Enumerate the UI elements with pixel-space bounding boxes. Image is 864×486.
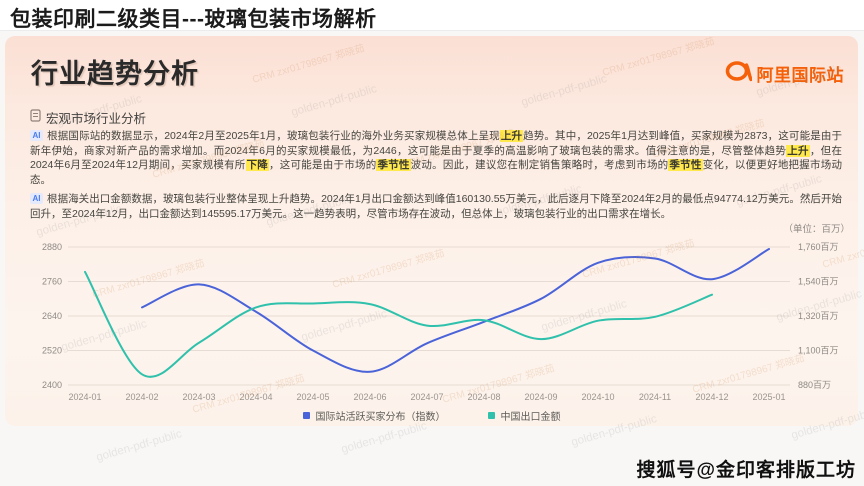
slide-heading: 行业趋势分析 [31,59,199,89]
right-axis-tick: 1,540百万 [798,277,839,287]
x-axis-tick: 2024-03 [182,392,215,402]
brand-logo-text: 阿里国际站 [756,66,844,85]
left-axis-tick: 2520 [42,346,62,356]
x-axis-tick: 2024-10 [581,392,614,402]
section-label: 宏观市场行业分析 [46,112,147,126]
x-axis-tick: 2024-06 [353,392,386,402]
highlighted-text: 季节性 [376,159,411,172]
series-line-1 [84,270,713,378]
highlighted-text: 季节性 [668,159,703,172]
slide-card: 行业趋势分析 阿里国际站 宏观市场行业分析 AI 根据国际站的数据显示，2024年… [5,36,858,426]
left-axis-tick: 2880 [42,242,62,252]
x-axis-tick: 2024-07 [410,392,443,402]
left-axis-tick: 2400 [42,380,62,390]
left-axis-tick: 2640 [42,311,62,321]
x-axis-tick: 2024-11 [639,392,671,402]
unit-label: （单位：百万） [783,223,850,235]
highlighted-text: 上升 [499,130,524,142]
highlighted-text: 下降 [245,159,270,172]
right-axis-tick: 1,100百万 [798,346,839,356]
alibaba-icon [725,60,753,87]
legend-label: 国际站活跃买家分布（指数） [315,412,446,423]
right-axis-tick: 1,760百万 [798,242,839,252]
left-axis-tick: 2760 [42,277,62,287]
highlighted-text: 上升 [786,144,810,157]
ai-badge: AI [30,193,43,205]
x-axis-tick: 2024-12 [695,392,728,402]
x-axis-tick: 2024-02 [125,392,158,402]
legend-label: 中国出口金额 [500,412,561,423]
legend-item-0: 国际站活跃买家分布（指数） [302,408,446,423]
ai-paragraphs: AI 根据国际站的数据显示，2024年2月至2025年1月，玻璃包装行业的海外业务… [30,129,842,227]
paragraph-text: 波动。因此，建议您在制定销售策略时，考虑到市场的 [410,159,669,172]
legend-item-1: 中国出口金额 [487,408,561,423]
paragraph-text: 根据国际站的数据显示，2024年2月至2025年1月，玻璃包装行业的海外业务买家… [47,130,500,142]
x-axis-tick: 2024-08 [467,392,500,402]
series-line-0 [141,248,770,373]
publisher-stamp: 搜狐号@金印客排版工坊 [636,460,856,481]
page-title-bar: 包装印刷二级类目---玻璃包装市场解析 [0,0,864,31]
section-header: 宏观市场行业分析 [30,108,146,127]
x-axis-tick: 2024-05 [296,392,329,402]
trend-chart: 2880 1,760百万 2760 1,540百万 2640 1,320百万 2520 1,1… [42,223,850,402]
x-axis-tick: 2025-01 [752,392,785,402]
paragraph-text: 趋势。其中，2025年1月达到峰值，买家规模为2873，这可能是由于新年伊始，商… [30,130,842,157]
paragraph-text: 根据海关出口金额数据，玻璃包装行业整体呈现上升趋势。2024年1月出口金额达到峰… [30,193,842,220]
paragraph-text: 变化，以便更好地把握市场动态。 [30,159,843,186]
right-axis-tick: 1,320百万 [798,311,839,321]
chart-legend: 国际站活跃买家分布（指数） 中国出口金额 [5,408,858,423]
page-title: 包装印刷二级类目---玻璃包装市场解析 [10,8,377,31]
right-axis-tick: 880百万 [798,380,831,390]
document-icon [30,108,41,127]
watermark-golden: golden-pdf-public [95,428,184,464]
legend-swatch [302,412,310,419]
ai-paragraph-1: AI 根据国际站的数据显示，2024年2月至2025年1月，玻璃包装行业的海外业务… [30,129,842,187]
legend-swatch [487,412,495,419]
x-axis-tick: 2024-04 [239,392,272,402]
brand-logo: 阿里国际站 [725,60,845,87]
x-axis-tick: 2024-01 [68,392,101,402]
ai-badge: AI [30,130,43,141]
ai-paragraph-2: AI 根据海关出口金额数据，玻璃包装行业整体呈现上升趋势。2024年1月出口金额达… [30,192,842,221]
paragraph-text: ，但在2024年6月至2024年12月期间，买家规模有所 [30,144,842,172]
x-axis-tick: 2024-09 [524,392,557,402]
paragraph-text: ，这可能是由于市场的 [269,159,377,172]
